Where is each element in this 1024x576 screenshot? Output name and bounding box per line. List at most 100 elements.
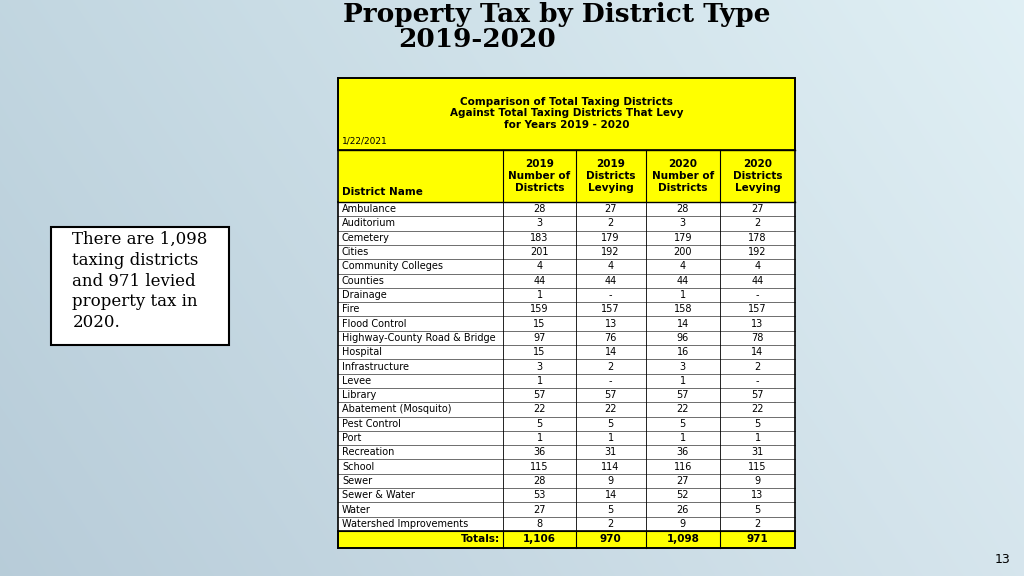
Text: 192: 192 <box>601 247 620 257</box>
Text: Comparison of Total Taxing Districts: Comparison of Total Taxing Districts <box>460 97 673 107</box>
Text: 13: 13 <box>604 319 616 328</box>
Text: 28: 28 <box>534 204 546 214</box>
Text: 4: 4 <box>755 262 761 271</box>
Text: 1: 1 <box>537 290 543 300</box>
Text: 115: 115 <box>749 461 767 472</box>
Text: 26: 26 <box>677 505 689 514</box>
Text: Pest Control: Pest Control <box>342 419 400 429</box>
Text: 1: 1 <box>537 433 543 443</box>
Text: 192: 192 <box>749 247 767 257</box>
Text: Auditorium: Auditorium <box>342 218 396 229</box>
Text: 115: 115 <box>530 461 549 472</box>
Text: 44: 44 <box>752 276 764 286</box>
Text: 36: 36 <box>677 448 689 457</box>
Text: 27: 27 <box>752 204 764 214</box>
Text: 1,098: 1,098 <box>667 535 699 544</box>
Text: -: - <box>756 376 759 386</box>
Text: 2019
Number of
Districts: 2019 Number of Districts <box>508 160 570 192</box>
Text: 159: 159 <box>530 304 549 314</box>
Text: 1: 1 <box>680 376 686 386</box>
Text: Against Total Taxing Districts That Levy: Against Total Taxing Districts That Levy <box>450 108 683 118</box>
Text: 5: 5 <box>537 419 543 429</box>
Text: 2019
Districts
Levying: 2019 Districts Levying <box>586 160 635 192</box>
Text: 22: 22 <box>677 404 689 414</box>
Text: 3: 3 <box>680 362 686 372</box>
Text: 31: 31 <box>604 448 616 457</box>
Text: 31: 31 <box>752 448 764 457</box>
Text: 57: 57 <box>604 390 616 400</box>
Bar <box>338 202 795 531</box>
Text: Cities: Cities <box>342 247 370 257</box>
Text: 2019-2020: 2019-2020 <box>398 27 556 52</box>
Text: District Name: District Name <box>342 187 423 197</box>
Text: Library: Library <box>342 390 376 400</box>
Text: 157: 157 <box>749 304 767 314</box>
Text: 1: 1 <box>607 433 613 443</box>
Text: 970: 970 <box>600 535 622 544</box>
Text: 14: 14 <box>604 490 616 500</box>
Text: 179: 179 <box>601 233 620 242</box>
Text: Property Tax by District Type: Property Tax by District Type <box>343 2 770 27</box>
Text: 2: 2 <box>755 519 761 529</box>
Text: 13: 13 <box>752 490 764 500</box>
Text: for Years 2019 - 2020: for Years 2019 - 2020 <box>504 120 630 130</box>
Text: 22: 22 <box>752 404 764 414</box>
Text: 57: 57 <box>534 390 546 400</box>
Text: 16: 16 <box>677 347 689 357</box>
Text: 2020
Districts
Levying: 2020 Districts Levying <box>733 160 782 192</box>
Text: 13: 13 <box>994 553 1010 566</box>
Text: 28: 28 <box>677 204 689 214</box>
Text: 3: 3 <box>537 218 543 229</box>
Text: Levee: Levee <box>342 376 371 386</box>
Text: -: - <box>609 376 612 386</box>
Text: 3: 3 <box>680 218 686 229</box>
Text: Totals:: Totals: <box>461 535 501 544</box>
Text: 27: 27 <box>677 476 689 486</box>
Text: Counties: Counties <box>342 276 385 286</box>
Text: 2: 2 <box>607 362 613 372</box>
Text: 96: 96 <box>677 333 689 343</box>
Text: 57: 57 <box>677 390 689 400</box>
Text: 9: 9 <box>607 476 613 486</box>
Text: 15: 15 <box>534 347 546 357</box>
Text: 8: 8 <box>537 519 543 529</box>
Text: 4: 4 <box>537 262 543 271</box>
Text: 44: 44 <box>677 276 689 286</box>
Text: 9: 9 <box>680 519 686 529</box>
Text: 22: 22 <box>534 404 546 414</box>
Bar <box>338 531 795 548</box>
Text: 2: 2 <box>607 519 613 529</box>
Text: 97: 97 <box>534 333 546 343</box>
Text: There are 1,098
taxing districts
and 971 levied
property tax in
2020.: There are 1,098 taxing districts and 971… <box>73 231 208 331</box>
Text: 5: 5 <box>755 419 761 429</box>
Text: 1,106: 1,106 <box>523 535 556 544</box>
Text: 4: 4 <box>607 262 613 271</box>
Text: 178: 178 <box>749 233 767 242</box>
Text: Watershed Improvements: Watershed Improvements <box>342 519 468 529</box>
Text: Port: Port <box>342 433 361 443</box>
Text: 5: 5 <box>607 505 613 514</box>
Text: Drainage: Drainage <box>342 290 387 300</box>
Text: Community Colleges: Community Colleges <box>342 262 443 271</box>
Text: 1: 1 <box>680 290 686 300</box>
Text: -: - <box>756 290 759 300</box>
Text: Ambulance: Ambulance <box>342 204 397 214</box>
Text: 76: 76 <box>604 333 616 343</box>
Text: 2020
Number of
Districts: 2020 Number of Districts <box>651 160 714 192</box>
Text: 3: 3 <box>537 362 543 372</box>
Text: 52: 52 <box>677 490 689 500</box>
Text: Abatement (Mosquito): Abatement (Mosquito) <box>342 404 452 414</box>
Text: 1: 1 <box>680 433 686 443</box>
Text: 14: 14 <box>604 347 616 357</box>
Text: 179: 179 <box>674 233 692 242</box>
Text: 44: 44 <box>534 276 546 286</box>
Text: 9: 9 <box>755 476 761 486</box>
Text: School: School <box>342 461 374 472</box>
Text: Fire: Fire <box>342 304 359 314</box>
Text: 157: 157 <box>601 304 620 314</box>
Text: 36: 36 <box>534 448 546 457</box>
Text: Cemetery: Cemetery <box>342 233 390 242</box>
Text: Flood Control: Flood Control <box>342 319 407 328</box>
Text: 2: 2 <box>755 362 761 372</box>
Text: 4: 4 <box>680 262 686 271</box>
